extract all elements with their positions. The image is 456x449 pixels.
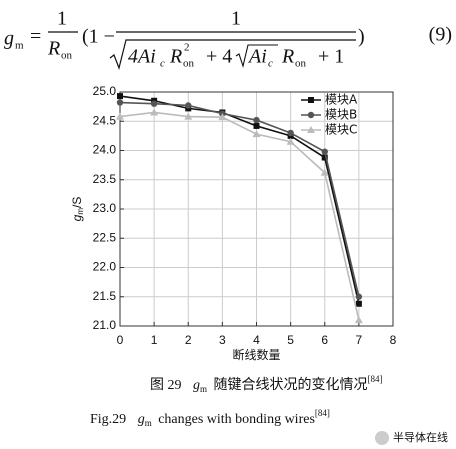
legend-label: 模块A [325,93,358,107]
marker [287,129,294,137]
formula-token: ) [358,26,365,48]
marker [218,113,227,121]
watermark: 半导体在线 [393,430,448,444]
formula-token: on [295,58,307,70]
legend-marker [308,97,314,103]
formula-token: R [47,38,60,60]
marker [185,102,192,109]
x-tick-label: 2 [185,333,192,347]
legend-label: 模块B [325,108,357,122]
caption-symbol: g [193,378,200,393]
marker [321,148,328,155]
legend-label: 模块C [325,123,357,137]
caption-label: Fig.29 [90,412,126,427]
legend-marker [307,111,315,119]
caption-ref: [84] [315,408,330,418]
caption-en: Fig.29 gm changes with bonding wires[84] [90,408,330,431]
y-tick-label: 22.0 [93,260,117,274]
sqrt-sign [109,39,356,70]
marker [253,116,260,124]
x-tick-label: 3 [219,333,226,347]
plot-frame [119,91,394,327]
formula-token: on [183,58,195,70]
marker [117,93,123,100]
caption-text: 随键合线状况的变化情况 [214,377,368,393]
formula-token: R [281,46,294,68]
formula-token: 4Ai [128,46,156,68]
x-tick-label: 4 [253,333,260,347]
x-tick-label: 0 [117,333,124,347]
sqrt-sign [235,44,278,69]
formula-token: g [4,28,14,50]
marker [252,130,261,138]
marker [184,112,193,120]
formula-token: = [30,26,41,48]
y-tick-label: 23.5 [93,172,117,186]
x-tick-label: 8 [390,333,397,347]
formula-token: R [169,46,182,68]
formula-token: c [160,58,165,70]
y-tick-label: 22.5 [93,230,117,244]
formula-token: c [268,58,273,70]
x-axis-label: 断线数量 [232,347,280,362]
caption-subscript: m [145,418,152,428]
watermark-icon [375,431,389,445]
marker [150,108,159,116]
marker [116,99,124,106]
marker [321,154,328,161]
formula: g m = 1 R on (1 − 1 4Ai c R 2 on + 4 Ai … [4,8,452,70]
x-tick-label: 1 [151,333,158,347]
x-tick-label: 6 [321,333,328,347]
y-label-subscript: m [76,208,85,215]
marker [150,100,158,107]
x-tick-label: 7 [356,333,363,347]
formula-token: m [15,40,24,52]
series-line [119,95,360,304]
series-line [119,111,360,321]
y-tick-label: 24.0 [93,143,117,157]
marker [253,122,260,129]
legend-marker [307,126,315,133]
marker [354,316,363,324]
y-label-symbol: g [70,214,84,221]
y-tick-label: 21.5 [93,289,117,303]
equation-number: (9) [429,24,452,46]
formula-token: on [61,50,73,62]
y-tick-label: 25.0 [93,84,117,98]
caption-label: 图 29 [150,378,182,393]
marker [320,168,329,176]
x-tick-label: 5 [287,333,294,347]
marker [355,300,362,307]
formula-token: 1 [57,8,67,30]
formula-token: 2 [184,42,190,54]
series-line [119,101,360,297]
y-tick-label: 23.0 [93,201,117,215]
y-label-unit: /S [70,197,84,208]
chart: 21.0 21.5 22.0 22.5 23.0 23.5 24.0 24.5 25.0 0 1 2 3… [70,84,396,362]
formula-token: + 1 [318,46,344,68]
y-axis-label: gm/S [70,197,85,222]
formula-token: Ai [247,46,267,68]
formula-token: + 4 [206,46,232,68]
y-tick-label: 24.5 [93,113,117,127]
caption-symbol: g [138,412,145,427]
caption-cn: 图 29 gm 随键合线状况的变化情况[84] [150,374,383,397]
marker [355,293,363,300]
formula-token: (1 − [82,26,115,48]
formula-token: 1 [231,8,241,30]
marker [286,137,295,145]
caption-text: changes with bonding wires [158,412,315,427]
caption-ref: [84] [368,374,383,384]
y-tick-label: 21.0 [93,318,117,332]
marker [116,112,124,120]
caption-subscript: m [200,384,207,394]
